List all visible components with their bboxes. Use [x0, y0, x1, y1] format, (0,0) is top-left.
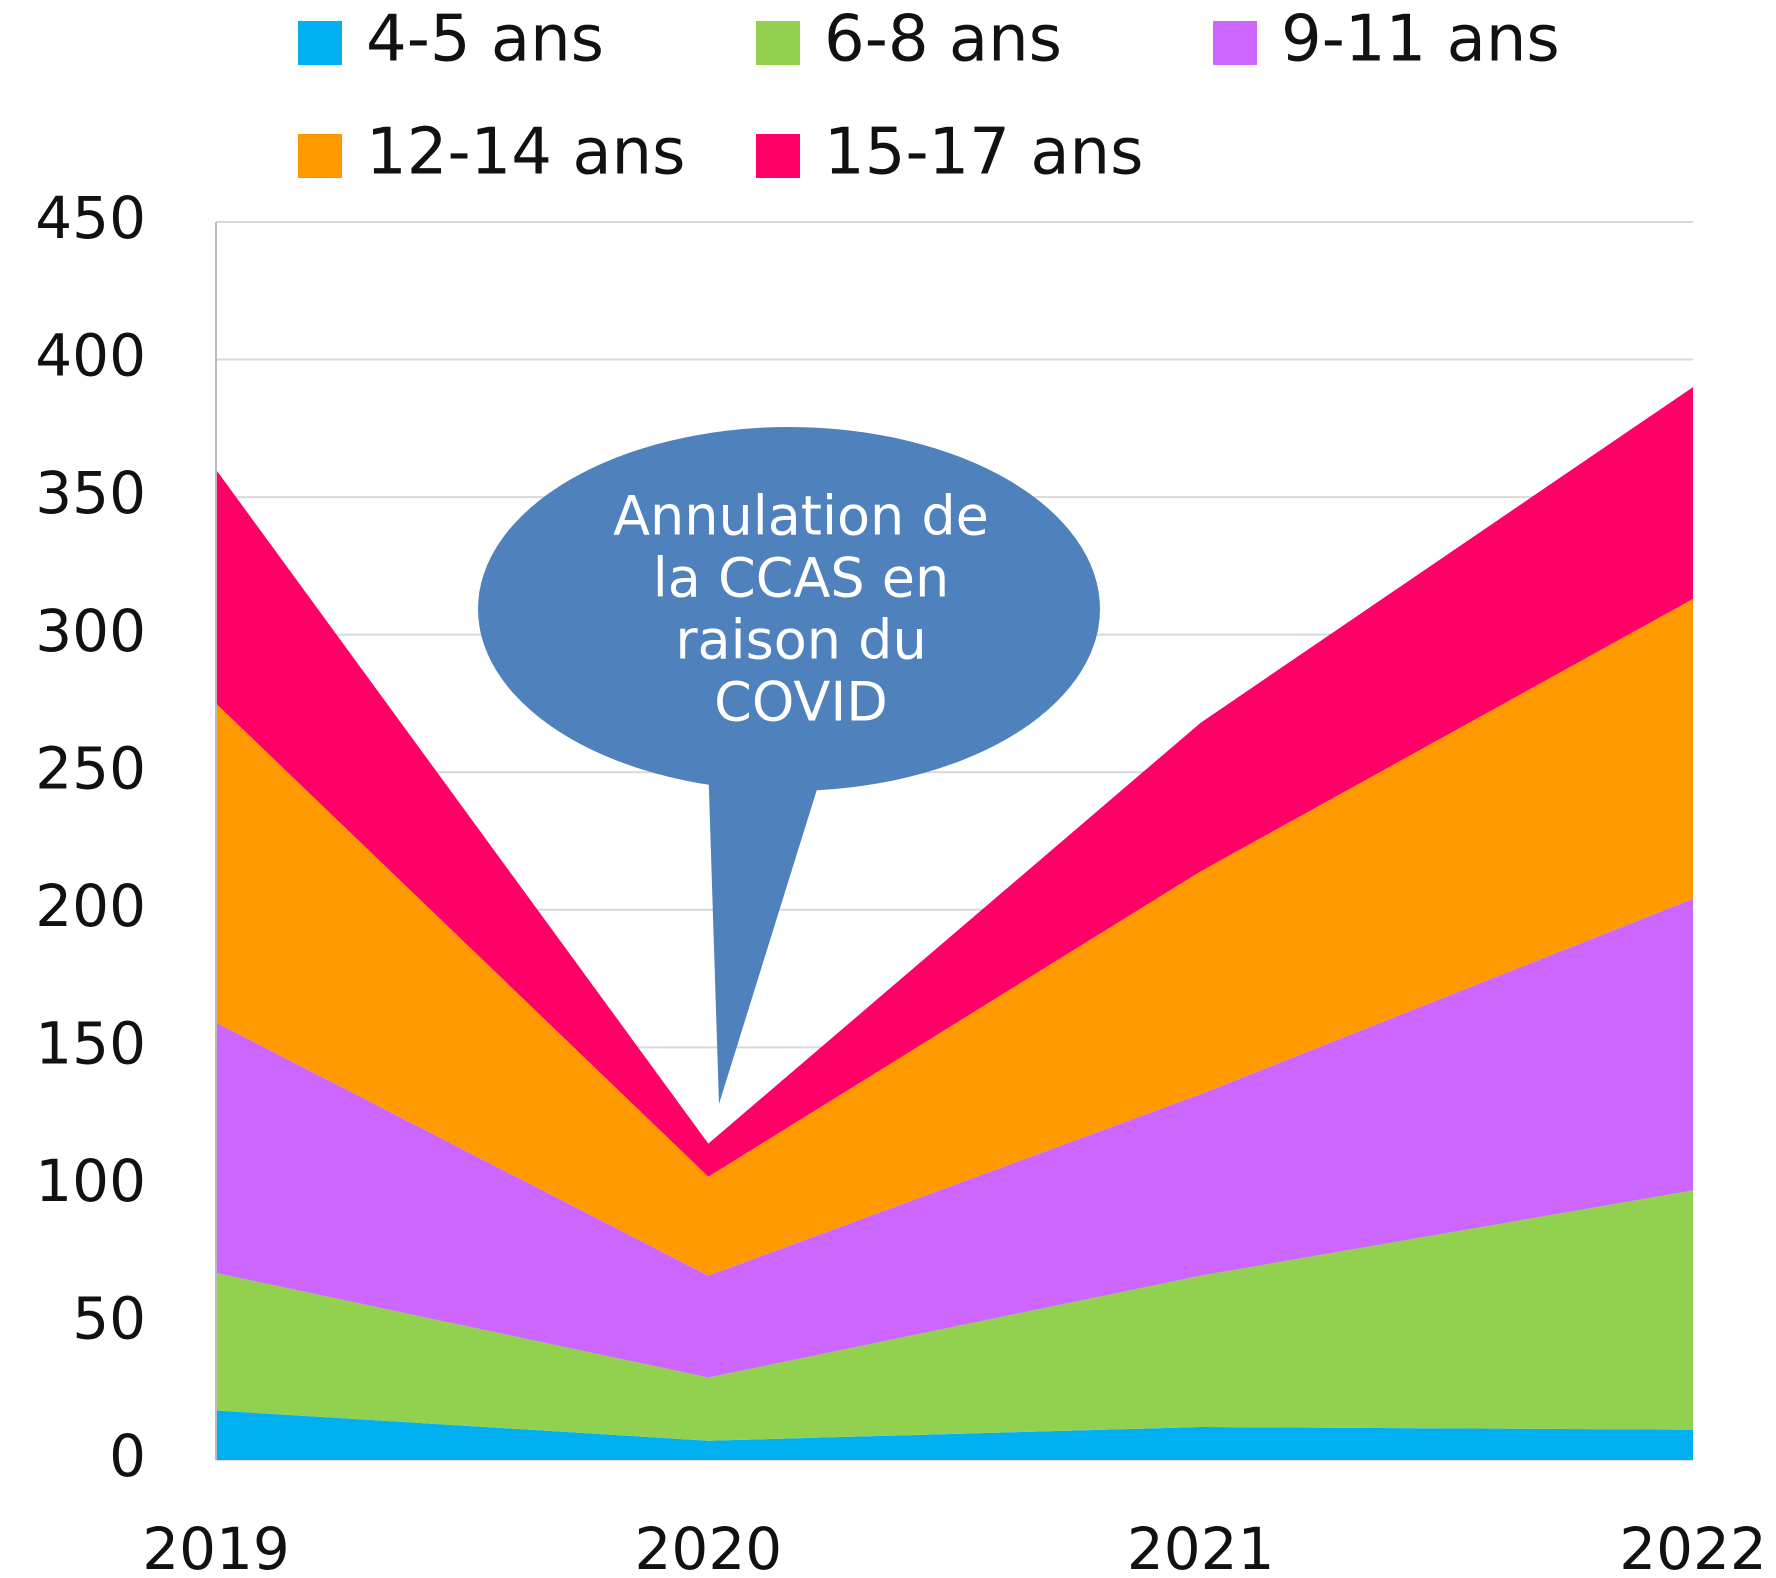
callout-tail: [708, 760, 823, 1104]
callout: [478, 427, 1100, 1104]
callout-bubble: [478, 427, 1100, 791]
x-tick-label: 2022: [1619, 1515, 1767, 1578]
y-tick-label: 250: [35, 734, 146, 802]
y-tick-label: 450: [35, 184, 146, 252]
annotation-line: la CCAS en: [653, 547, 950, 610]
area: [216, 898, 1693, 1378]
y-tick-label: 400: [35, 322, 146, 390]
x-tick-label: 2020: [635, 1515, 783, 1578]
legend-swatch: [298, 21, 342, 65]
legend-swatch: [756, 21, 800, 65]
legend-label: 6-8 ans: [824, 3, 1062, 77]
legend-label: 12-14 ans: [366, 116, 685, 190]
annotation-line: COVID: [714, 671, 888, 734]
area: [216, 598, 1693, 1276]
y-tick-label: 50: [72, 1285, 146, 1353]
area: [216, 1410, 1693, 1460]
x-tick-label: 2019: [142, 1515, 290, 1578]
annotation-line: raison du: [675, 609, 926, 672]
y-tick-label: 200: [35, 872, 146, 940]
legend-swatch: [1213, 21, 1257, 65]
area: [216, 1190, 1693, 1441]
y-tick-label: 100: [35, 1147, 146, 1215]
x-tick-label: 2021: [1127, 1515, 1275, 1578]
legend-swatch: [756, 134, 800, 178]
legend-label: 9-11 ans: [1281, 3, 1560, 77]
annotation-line: Annulation de: [613, 485, 989, 548]
area: [216, 387, 1693, 1177]
y-tick-label: 350: [35, 459, 146, 527]
y-tick-label: 300: [35, 597, 146, 665]
y-tick-label: 0: [109, 1422, 146, 1490]
areas: [216, 387, 1693, 1460]
y-tick-label: 150: [35, 1009, 146, 1077]
legend-label: 4-5 ans: [366, 3, 604, 77]
legend-label: 15-17 ans: [824, 116, 1143, 190]
labels: 0 50 100 150 200 250 300 350 400 450 2019 2020 2021 2…: [35, 3, 1767, 1578]
legend-swatch: [298, 134, 342, 178]
